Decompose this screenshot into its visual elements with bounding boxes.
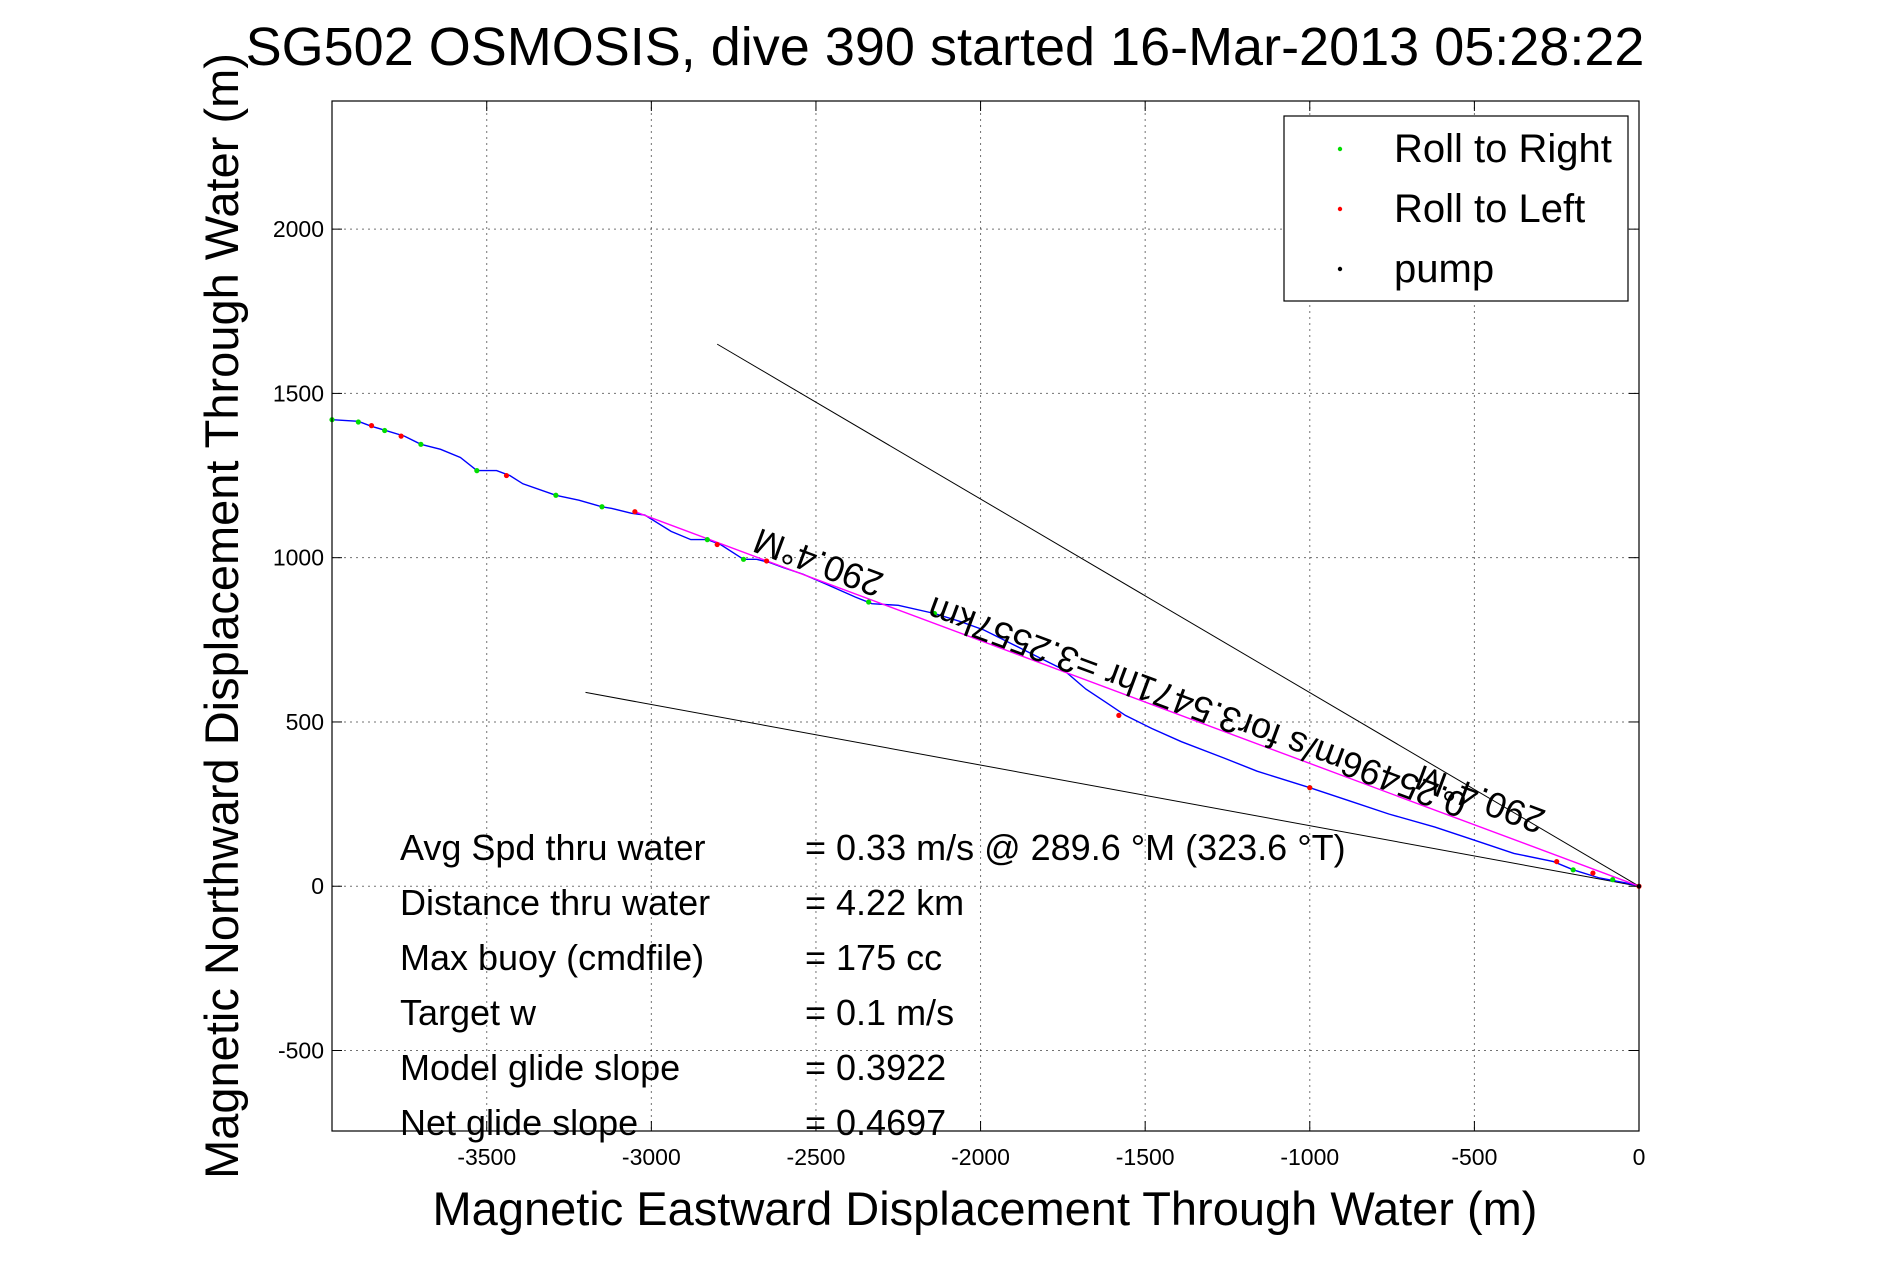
heading-guide-line xyxy=(585,691,1640,887)
stat-label: Avg Spd thru water xyxy=(400,827,706,868)
x-tick-label: -3500 xyxy=(457,1144,516,1170)
x-tick-label: -2500 xyxy=(787,1144,846,1170)
track-line xyxy=(331,419,1640,887)
roll-right-point xyxy=(1570,867,1576,873)
x-tick-label: -500 xyxy=(1451,1144,1497,1170)
x-tick-label: -1000 xyxy=(1280,1144,1339,1170)
stat-value: = 0.33 m/s @ 289.6 °M (323.6 °T) xyxy=(805,827,1346,868)
stats-block: Avg Spd thru water = 0.33 m/s @ 289.6 °M … xyxy=(400,827,1346,1143)
heading-guide-line xyxy=(716,343,1640,887)
y-tick-label: 0 xyxy=(311,873,324,899)
legend-marker xyxy=(1337,146,1343,152)
stat-value: = 4.22 km xyxy=(805,882,964,923)
y-tick-label: 2000 xyxy=(273,216,324,242)
roll-right-point xyxy=(704,537,710,543)
roll-left-point xyxy=(1590,870,1596,876)
y-tick-label: 500 xyxy=(286,709,324,735)
x-tick-label: 0 xyxy=(1633,1144,1646,1170)
roll-right-point xyxy=(474,468,480,474)
marker-group xyxy=(329,417,1642,889)
plot-frame xyxy=(331,100,1640,1132)
y-tick-label: -500 xyxy=(278,1038,324,1064)
roll-right-point xyxy=(599,504,605,510)
roll-left-point xyxy=(398,433,404,439)
roll-left-point xyxy=(503,472,510,479)
legend-label: Roll to Right xyxy=(1394,127,1612,171)
stat-label: Net glide slope xyxy=(400,1102,638,1143)
stat-value: = 0.1 m/s xyxy=(805,992,954,1033)
stat-value: = 0.4697 xyxy=(805,1102,946,1143)
roll-left-point xyxy=(1554,858,1560,865)
roll-left-point xyxy=(763,558,770,564)
roll-right-point xyxy=(553,492,559,498)
x-axis-label: Magnetic Eastward Displacement Through W… xyxy=(433,1182,1538,1235)
stat-value: = 175 cc xyxy=(805,937,942,978)
roll-right-point xyxy=(418,441,424,447)
stat-label: Model glide slope xyxy=(400,1047,680,1088)
roll-left-point xyxy=(1307,785,1313,791)
y-tick-label: 1000 xyxy=(273,545,324,571)
roll-right-point xyxy=(931,610,938,617)
roll-right-point xyxy=(740,556,747,562)
roll-left-point xyxy=(368,423,375,429)
legend-marker xyxy=(1337,266,1343,272)
roll-left-point xyxy=(714,541,720,548)
roll-right-point xyxy=(866,599,872,605)
y-axis-label: Magnetic Northward Displacement Through … xyxy=(195,53,248,1179)
roll-left-point xyxy=(1116,712,1122,718)
track-line xyxy=(634,511,1640,887)
stat-value: = 0.3922 xyxy=(805,1047,946,1088)
roll-left-point xyxy=(632,509,638,515)
roll-right-point xyxy=(382,427,388,434)
chart-title: SG502 OSMOSIS, dive 390 started 16-Mar-2… xyxy=(246,17,1645,77)
guide-lines xyxy=(585,343,1640,887)
stat-label: Target w xyxy=(400,992,537,1033)
x-tick-label: -1500 xyxy=(1116,1144,1175,1170)
x-tick-label: -2000 xyxy=(951,1144,1010,1170)
tick-group: -3500 -3000 -2500 -2000 -1500 -1000 -500 0 -500 0… xyxy=(273,101,1646,1170)
roll-right-point xyxy=(355,419,361,425)
legend: Roll to Right Roll to Left pump xyxy=(1283,115,1629,302)
stat-label: Max buoy (cmdfile) xyxy=(400,937,704,978)
legend-marker xyxy=(1337,206,1343,212)
legend-label: Roll to Left xyxy=(1394,187,1585,231)
stat-label: Distance thru water xyxy=(400,882,710,923)
y-tick-label: 1500 xyxy=(273,380,324,406)
series-group xyxy=(331,419,1640,887)
roll-right-point xyxy=(1610,877,1616,883)
x-tick-label: -3000 xyxy=(622,1144,681,1170)
legend-label: pump xyxy=(1394,247,1494,291)
